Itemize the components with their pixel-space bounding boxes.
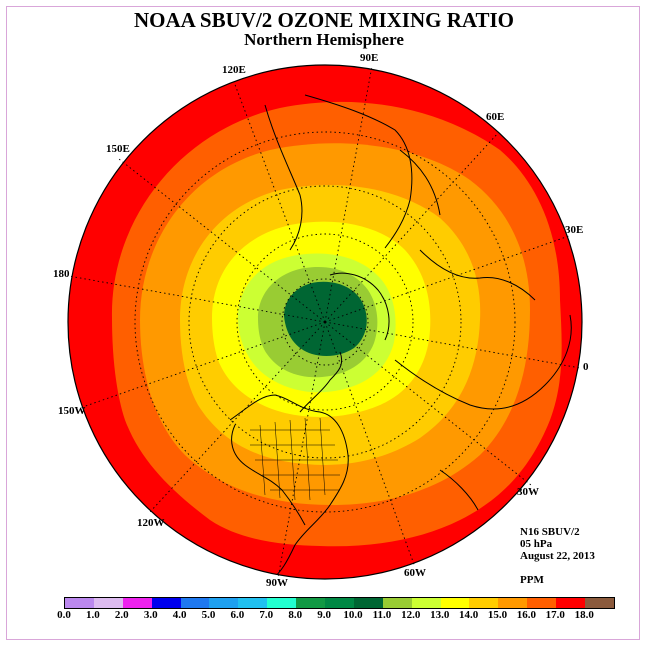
colorbar-swatch — [527, 598, 557, 608]
colorbar-tick-label: 13.0 — [430, 609, 450, 621]
colorbar-swatch — [411, 598, 441, 608]
colorbar-swatch — [209, 598, 239, 608]
colorbar-swatch — [325, 598, 354, 608]
coast-europe — [394, 314, 572, 410]
colorbar-tick-label: 0.0 — [57, 609, 71, 621]
colorbar-tick-label: 1.0 — [86, 609, 100, 621]
lon-label: 0 — [583, 361, 589, 373]
band-dark-green — [284, 281, 367, 356]
coast-asia-north — [304, 94, 413, 249]
colorbar-swatch — [122, 598, 152, 608]
colorbar-swatch — [151, 598, 181, 608]
colorbar-swatch — [556, 598, 586, 608]
colorbar-tick-label: 18.0 — [574, 609, 594, 621]
coast-greenland — [439, 469, 479, 511]
us-states-grid — [250, 417, 340, 501]
lon-label: 30E — [565, 224, 583, 236]
colorbar-swatch — [238, 598, 268, 608]
colorbar-swatch — [353, 598, 383, 608]
longitude-labels: 90E 60E 30E 0 30W 60W 90W 120W 150W 180 … — [53, 52, 589, 589]
colorbar-swatch — [382, 598, 412, 608]
colorbar-swatch — [498, 598, 528, 608]
colorbar-tick-label: 15.0 — [487, 609, 508, 621]
colorbar-swatch — [267, 598, 297, 608]
colorbar-swatch — [440, 598, 470, 608]
colorbar-tick-label: 6.0 — [230, 609, 245, 621]
lon-label: 90E — [360, 52, 378, 64]
colorbar — [64, 597, 615, 609]
colorbar-tick-label: 17.0 — [545, 609, 565, 621]
colorbar-swatch — [65, 598, 94, 608]
colorbar-tick-label: 4.0 — [172, 609, 187, 621]
lon-label: 150E — [106, 143, 130, 155]
colorbar-tick-label: 14.0 — [458, 609, 479, 621]
figure-frame — [6, 6, 640, 640]
colorbar-swatch — [180, 598, 210, 608]
map-title: NOAA SBUV/2 OZONE MIXING RATIO — [134, 8, 514, 32]
pressure-level-label: 05 hPa — [520, 538, 553, 550]
coast-central-asia — [399, 149, 441, 216]
colorbar-swatch — [585, 598, 614, 608]
colorbar-tick-label: 3.0 — [143, 609, 158, 621]
coast-russia — [419, 249, 536, 301]
colorbar-tick-label: 10.0 — [343, 609, 363, 621]
coast-north-america — [229, 394, 349, 579]
lon-label: 30W — [517, 486, 539, 498]
colorbar-tick-label: 7.0 — [259, 609, 274, 621]
lon-label: 60E — [486, 111, 504, 123]
units-label: PPM — [520, 574, 544, 586]
lon-label: 150W — [58, 405, 86, 417]
colorbar-tick-label: 5.0 — [201, 609, 216, 621]
coast-asia-east — [264, 104, 303, 251]
lon-label: 180 — [53, 268, 70, 280]
coastlines — [229, 94, 572, 579]
colorbar-swatch — [93, 598, 123, 608]
colorbar-tick-label: 12.0 — [401, 609, 421, 621]
map-subtitle: Northern Hemisphere — [244, 30, 404, 49]
lon-label: 60W — [404, 567, 426, 579]
map-boundary — [67, 64, 583, 580]
lon-label: 90W — [266, 577, 288, 589]
colorbar-swatch — [296, 598, 326, 608]
colorbar-tick-label: 9.0 — [317, 609, 331, 621]
colorbar-ticks: 0.0 1.0 2.0 3.0 4.0 5.0 6.0 7.0 8.0 9.0 10.0 11.0 12… — [0, 609, 648, 623]
instrument-label: N16 SBUV/2 — [520, 526, 580, 538]
colorbar-tick-label: 11.0 — [372, 609, 392, 621]
lon-label: 120W — [137, 517, 165, 529]
date-label: August 22, 2013 — [520, 550, 595, 562]
graticule-meridians — [68, 65, 581, 579]
coast-arctic-islands — [329, 272, 390, 341]
graticule-latitudes — [134, 131, 516, 513]
colorbar-tick-label: 16.0 — [516, 609, 537, 621]
lon-label: 120E — [222, 64, 246, 76]
colorbar-tick-label: 8.0 — [288, 609, 303, 621]
colorbar-swatch — [469, 598, 499, 608]
colorbar-tick-label: 2.0 — [114, 609, 129, 621]
